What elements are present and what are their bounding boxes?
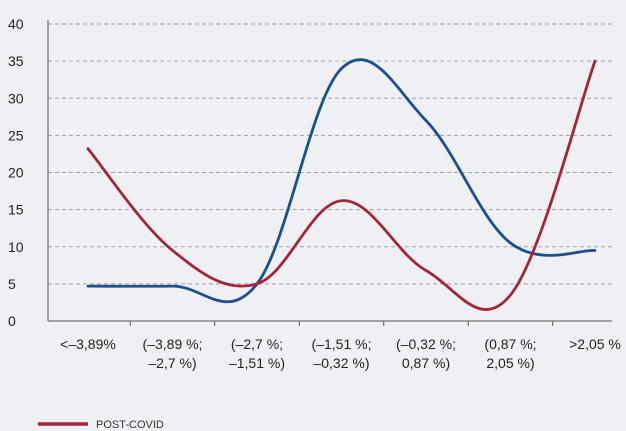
- x-tick-labels: <–3,89% (–3,89 %; –2,7 %)(–2,7 %; –1,51 %)(…: [60, 336, 621, 371]
- x-tick-label-line: (0,87 %;: [484, 336, 536, 352]
- y-tick-label: 30: [8, 90, 24, 106]
- x-tick-label-line: –0,32 %): [313, 355, 369, 371]
- y-tick-label: 0: [8, 313, 16, 329]
- x-tick-label-line: <–3,89%: [60, 336, 116, 352]
- legend: POST-COVID: [38, 419, 164, 431]
- x-tick-label-line: (–3,89 %;: [143, 336, 203, 352]
- x-tick-label-line: (–2,7 %;: [231, 336, 283, 352]
- y-tick-labels: 0 5 10 15 20 25 30 35 40: [8, 16, 24, 329]
- x-tick-label: (–0,32 %; 0,87 %): [396, 336, 456, 371]
- legend-label: POST-COVID: [96, 419, 164, 431]
- y-tick-label: 20: [8, 165, 24, 181]
- series-line-0: [86, 59, 597, 311]
- series-lines: [86, 58, 597, 311]
- y-tick-label: 35: [8, 53, 24, 69]
- x-tick-label: (–2,7 %; –1,51 %): [229, 336, 285, 371]
- x-tick-label: >2,05 %: [569, 336, 621, 352]
- x-tick-label: (–1,51 %; –0,32 %): [312, 336, 372, 371]
- x-tick-label-line: (–1,51 %;: [312, 336, 372, 352]
- x-tick-label: <–3,89%: [60, 336, 116, 352]
- grid-lines: [48, 23, 612, 285]
- x-tick-label-line: (–0,32 %;: [396, 336, 456, 352]
- x-tick-label-line: >2,05 %: [569, 336, 621, 352]
- x-tick-label-line: –2,7 %): [148, 355, 196, 371]
- x-tick-label: (–3,89 %; –2,7 %): [143, 336, 203, 371]
- y-tick-label: 40: [8, 16, 24, 32]
- axes: [47, 20, 612, 326]
- y-tick-label: 25: [8, 127, 24, 143]
- series-line-1: [86, 58, 597, 304]
- x-tick-label: (0,87 %; 2,05 %): [484, 336, 536, 371]
- y-tick-label: 10: [8, 239, 24, 255]
- x-tick-label-line: –1,51 %): [229, 355, 285, 371]
- y-tick-label: 5: [8, 276, 16, 292]
- x-tick-label-line: 0,87 %): [402, 355, 450, 371]
- y-tick-label: 15: [8, 202, 24, 218]
- x-tick-label-line: 2,05 %): [486, 355, 534, 371]
